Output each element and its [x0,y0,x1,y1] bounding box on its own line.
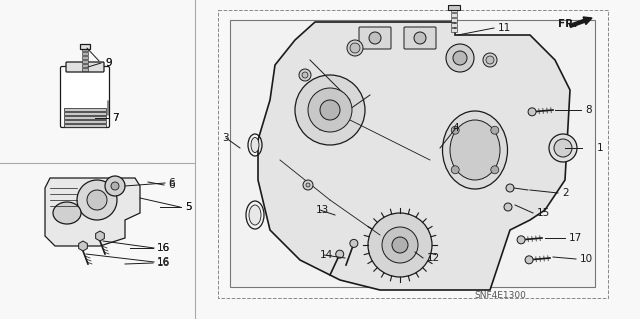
Bar [80,44,90,49]
Bar [64,124,106,127]
Text: 5: 5 [185,202,191,212]
Ellipse shape [450,120,500,180]
Text: 16: 16 [157,257,170,267]
Bar [64,116,106,119]
Text: 6: 6 [168,178,175,188]
Text: 16: 16 [157,258,170,268]
Circle shape [350,239,358,248]
Ellipse shape [249,205,261,225]
Bar [82,48,88,51]
Circle shape [347,40,363,56]
Text: 7: 7 [112,113,118,123]
Bar [451,18,457,22]
Polygon shape [258,22,570,290]
Circle shape [453,51,467,65]
Circle shape [111,182,119,190]
Circle shape [517,236,525,244]
Text: 15: 15 [537,208,550,218]
Text: 4: 4 [452,123,459,133]
Circle shape [382,227,418,263]
Text: 11: 11 [498,23,511,33]
Circle shape [504,203,512,211]
Bar [218,10,608,298]
Circle shape [554,139,572,157]
Text: 2: 2 [562,188,568,198]
FancyBboxPatch shape [66,62,104,72]
Bar [82,68,88,71]
Circle shape [451,126,460,134]
FancyArrow shape [570,17,592,27]
Circle shape [491,126,499,134]
Circle shape [483,53,497,67]
Bar [64,108,106,111]
Text: 8: 8 [585,105,591,115]
Bar [82,56,88,59]
Circle shape [336,250,344,258]
Bar [451,23,457,27]
Text: 16: 16 [157,243,170,253]
Circle shape [295,75,365,145]
Circle shape [368,213,432,277]
Polygon shape [45,178,140,246]
Text: 14: 14 [320,250,333,260]
Circle shape [306,183,310,187]
Text: 6: 6 [168,180,175,190]
Circle shape [350,43,360,53]
Polygon shape [95,231,104,241]
Text: FR.: FR. [558,19,577,29]
Circle shape [491,166,499,174]
Circle shape [303,180,313,190]
Circle shape [77,180,117,220]
FancyBboxPatch shape [61,66,109,128]
Text: 5: 5 [185,202,191,212]
Polygon shape [79,241,87,251]
Text: 13: 13 [316,205,329,215]
Bar [82,60,88,63]
Text: 10: 10 [580,254,593,264]
Bar [82,64,88,67]
Text: 9: 9 [105,58,111,68]
Circle shape [369,32,381,44]
Circle shape [392,237,408,253]
Circle shape [486,56,494,64]
Text: 1: 1 [597,143,604,153]
Circle shape [105,176,125,196]
Text: 17: 17 [569,233,582,243]
Text: 3: 3 [222,133,228,143]
Ellipse shape [53,202,81,224]
Bar [451,8,457,12]
Text: 16: 16 [157,243,170,253]
Circle shape [506,184,514,192]
Circle shape [414,32,426,44]
Circle shape [320,100,340,120]
Circle shape [525,256,533,264]
FancyBboxPatch shape [359,27,391,49]
Circle shape [446,44,474,72]
Ellipse shape [251,137,259,152]
Text: 12: 12 [427,253,440,263]
Bar [82,52,88,55]
Text: SNF4E1300: SNF4E1300 [474,291,526,300]
Circle shape [549,134,577,162]
Circle shape [528,108,536,116]
FancyBboxPatch shape [404,27,436,49]
Circle shape [451,166,460,174]
Bar [451,13,457,17]
Bar [451,28,457,32]
Bar [230,20,595,287]
Ellipse shape [442,111,508,189]
Circle shape [308,88,352,132]
Bar [448,5,460,10]
Text: 7: 7 [112,113,118,123]
Circle shape [87,190,107,210]
Circle shape [299,69,311,81]
Bar [64,120,106,123]
Text: 9: 9 [105,58,111,68]
Bar [64,112,106,115]
Circle shape [302,72,308,78]
